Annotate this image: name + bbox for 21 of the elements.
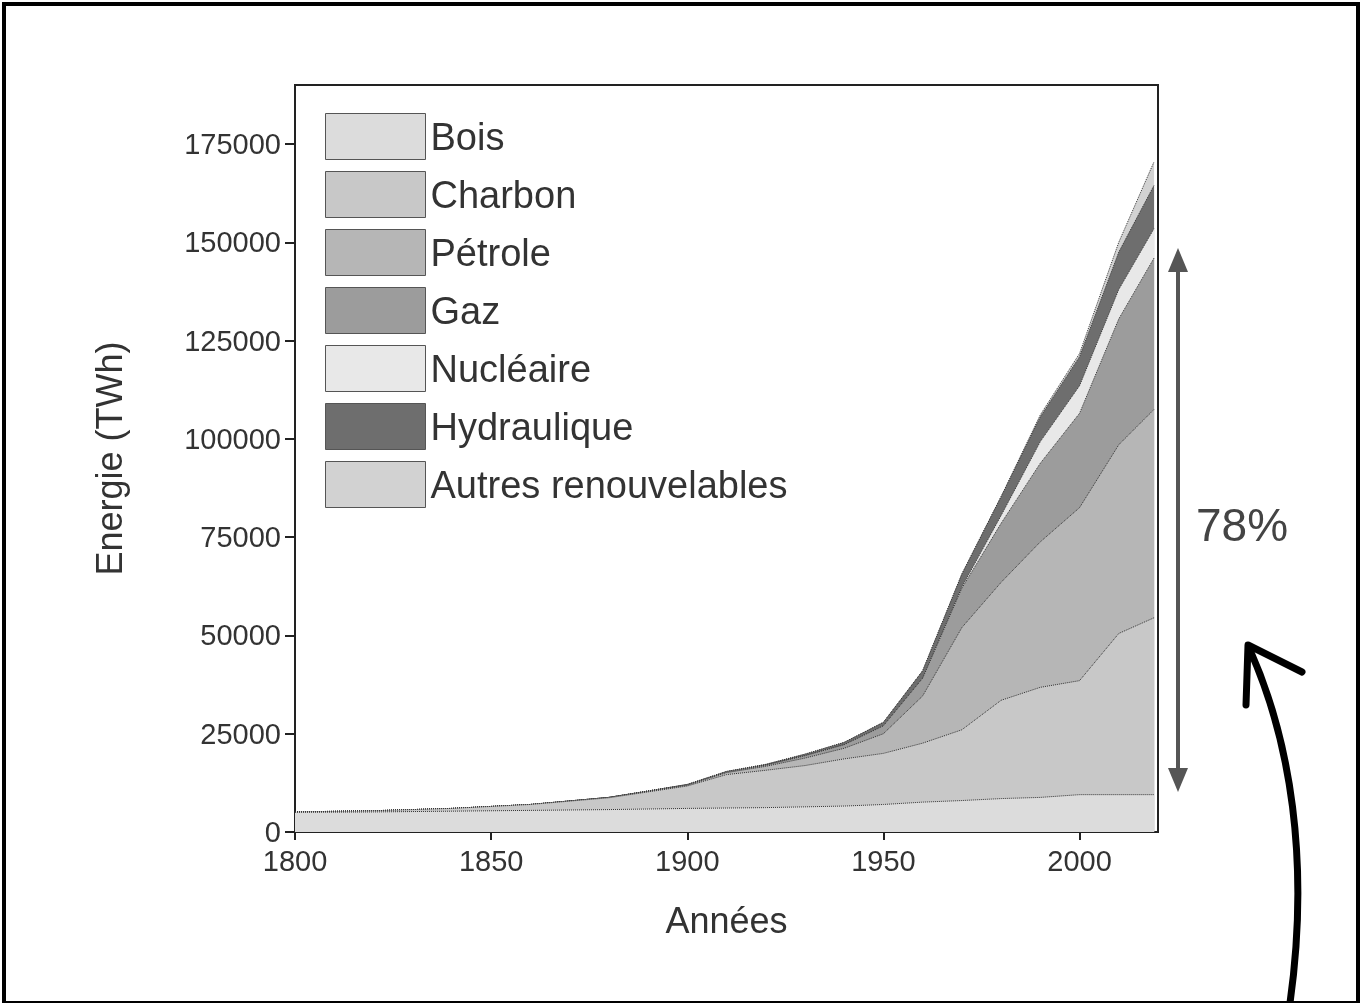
legend-label: Gaz <box>430 289 501 332</box>
x-tick-label: 2000 <box>1047 844 1112 877</box>
x-axis-title: Années <box>665 899 788 941</box>
y-tick-label: 75000 <box>200 521 281 554</box>
legend-label: Nucléaire <box>430 347 592 390</box>
legend-label: Charbon <box>430 173 577 216</box>
y-tick-label: 175000 <box>184 127 281 160</box>
legend-label: Autres renouvelables <box>430 463 788 506</box>
y-axis-title: Energie (TWh) <box>88 341 130 576</box>
legend-label: Bois <box>430 115 505 158</box>
y-tick-label: 25000 <box>200 717 281 750</box>
x-tick-label: 1950 <box>851 844 916 877</box>
x-tick-label: 1850 <box>458 844 524 877</box>
y-tick-label: 100000 <box>184 422 281 455</box>
y-tick-label: 50000 <box>200 619 281 652</box>
x-tick-label: 1900 <box>655 844 720 877</box>
y-tick-label: 125000 <box>184 324 281 357</box>
legend-label: Pétrole <box>430 231 551 274</box>
text: 78% <box>1196 498 1289 552</box>
y-tick-label: 150000 <box>184 226 281 259</box>
legend-label: Hydraulique <box>430 405 634 448</box>
